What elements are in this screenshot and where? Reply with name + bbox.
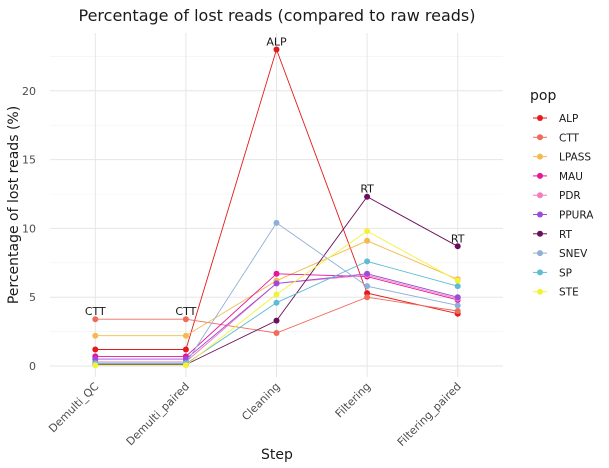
data-point bbox=[182, 316, 189, 323]
legend-item-rt: RT bbox=[533, 229, 573, 241]
y-tick-label: 20 bbox=[22, 85, 36, 98]
data-point bbox=[273, 317, 280, 324]
series-ppura bbox=[92, 270, 461, 363]
legend-key-dot bbox=[537, 211, 543, 218]
legend-key-dot bbox=[537, 153, 543, 160]
data-point bbox=[182, 362, 189, 369]
data-point bbox=[454, 302, 461, 309]
data-point bbox=[273, 219, 280, 226]
legend-item-lpass: LPASS bbox=[533, 152, 591, 164]
data-point bbox=[454, 243, 461, 250]
data-point bbox=[364, 270, 371, 277]
legend-key-dot bbox=[537, 192, 543, 199]
legend-item-sp: SP bbox=[533, 267, 572, 279]
legend-label: LPASS bbox=[559, 152, 591, 164]
x-tick-label: Cleaning bbox=[239, 380, 282, 423]
data-point bbox=[454, 307, 461, 314]
x-tick-label: Filtering bbox=[333, 380, 373, 420]
x-tick-label: Demulti_paired bbox=[124, 380, 192, 448]
legend-key-dot bbox=[537, 269, 543, 276]
legend-key-dot bbox=[537, 172, 543, 179]
legend-key-dot bbox=[537, 250, 543, 257]
y-axis-ticks: 0 5 10 15 20 bbox=[22, 85, 36, 373]
y-tick-label: 0 bbox=[29, 360, 36, 373]
legend-key-dot bbox=[537, 115, 543, 121]
data-point bbox=[364, 290, 371, 297]
data-point bbox=[273, 46, 280, 53]
data-point bbox=[273, 299, 280, 306]
x-axis-title: Step bbox=[261, 447, 293, 463]
point-label: CTT bbox=[175, 305, 196, 318]
legend-item-pdr: PDR bbox=[533, 190, 581, 202]
point-label: RT bbox=[360, 183, 374, 196]
legend: pop ALP CTT LPASS MAU PDR PPURA RT SNEV SP STE bbox=[530, 88, 594, 299]
data-point bbox=[182, 346, 189, 353]
data-point bbox=[454, 283, 461, 290]
y-tick-label: 5 bbox=[29, 291, 36, 304]
chart-title: Percentage of lost reads (compared to ra… bbox=[79, 6, 476, 25]
legend-item-ppura: PPURA bbox=[533, 210, 594, 222]
legend-label: SNEV bbox=[559, 248, 588, 260]
data-point bbox=[454, 294, 461, 301]
grid bbox=[50, 33, 503, 377]
legend-item-mau: MAU bbox=[533, 171, 583, 183]
data-point bbox=[273, 291, 280, 298]
legend-key-dot bbox=[537, 288, 543, 295]
legend-key-dot bbox=[537, 134, 543, 141]
legend-item-alp: ALP bbox=[533, 113, 578, 125]
series-group bbox=[92, 46, 461, 369]
y-axis-title: Percentage of lost reads (%) bbox=[6, 106, 22, 304]
data-point bbox=[454, 277, 461, 284]
data-point bbox=[92, 356, 99, 363]
legend-label: PPURA bbox=[559, 210, 594, 222]
legend-item-ste: STE bbox=[533, 287, 579, 299]
data-point bbox=[182, 332, 189, 339]
series-ctt bbox=[92, 294, 461, 336]
data-point bbox=[92, 346, 99, 353]
legend-label: CTT bbox=[559, 132, 580, 144]
y-tick-label: 10 bbox=[22, 222, 36, 235]
legend-title: pop bbox=[530, 88, 556, 104]
x-tick-label: Demulti_QC bbox=[46, 380, 102, 436]
y-tick-label: 15 bbox=[22, 154, 36, 167]
data-point bbox=[273, 280, 280, 287]
data-point bbox=[364, 294, 371, 301]
legend-label: SP bbox=[559, 267, 572, 279]
point-label: RT bbox=[451, 232, 465, 245]
legend-item-ctt: CTT bbox=[533, 132, 580, 144]
legend-label: PDR bbox=[559, 190, 581, 202]
data-point bbox=[273, 329, 280, 336]
data-point bbox=[364, 228, 371, 235]
data-point bbox=[92, 362, 99, 369]
legend-label: ALP bbox=[559, 113, 578, 125]
legend-key-dot bbox=[537, 230, 543, 237]
data-point bbox=[364, 193, 371, 200]
legend-label: STE bbox=[559, 287, 579, 299]
x-tick-label: Filtering_paired bbox=[395, 380, 464, 449]
data-point bbox=[92, 316, 99, 323]
data-point bbox=[273, 270, 280, 277]
data-point bbox=[364, 283, 371, 290]
point-label: CTT bbox=[85, 305, 106, 318]
legend-label: RT bbox=[559, 229, 573, 241]
point-label: ALP bbox=[266, 36, 287, 49]
legend-label: MAU bbox=[559, 171, 583, 183]
series-ste bbox=[92, 228, 461, 369]
legend-item-snev: SNEV bbox=[533, 248, 588, 260]
annotations: CTT CTT ALP RT RT bbox=[85, 36, 465, 319]
x-axis-ticks: Demulti_QC Demulti_paired Cleaning Filterin… bbox=[46, 380, 464, 449]
data-point bbox=[364, 258, 371, 265]
data-point bbox=[364, 237, 371, 244]
data-point bbox=[92, 332, 99, 339]
